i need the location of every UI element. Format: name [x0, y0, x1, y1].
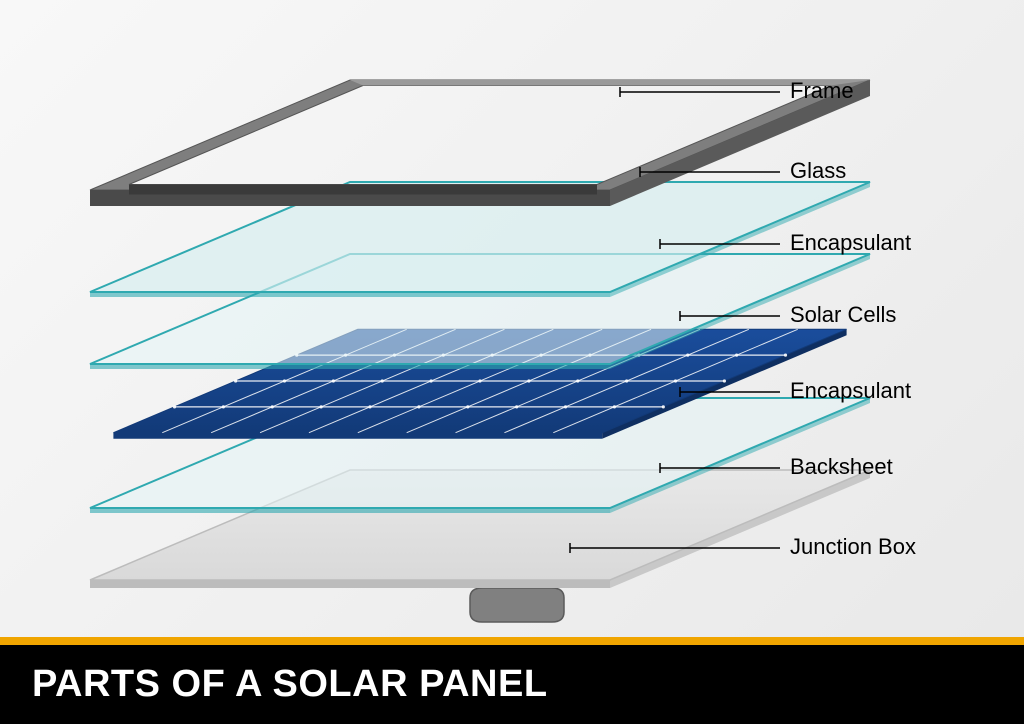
layer-label-backsheet: Backsheet: [790, 454, 893, 480]
layer-label-encap-bot: Encapsulant: [790, 378, 911, 404]
layer-label-frame: Frame: [790, 78, 854, 104]
exploded-diagram: Frame Glass Encapsulant Solar Cells Encapsul…: [0, 0, 1024, 640]
layer-label-junction-box: Junction Box: [790, 534, 916, 560]
infographic-title: PARTS OF A SOLAR PANEL: [32, 663, 992, 706]
layer-label-encap-top: Encapsulant: [790, 230, 911, 256]
title-band: PARTS OF A SOLAR PANEL: [0, 645, 1024, 724]
junction-box: [470, 588, 564, 622]
layer-label-solar-cells: Solar Cells: [790, 302, 896, 328]
title-bar: PARTS OF A SOLAR PANEL: [0, 637, 1024, 724]
accent-strip: [0, 637, 1024, 645]
layer-label-glass: Glass: [790, 158, 846, 184]
